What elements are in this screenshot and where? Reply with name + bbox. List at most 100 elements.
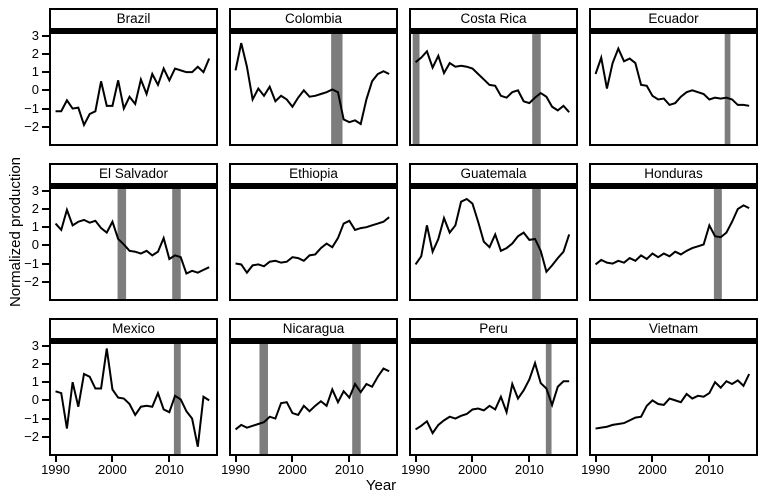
y-tick-mark	[42, 363, 49, 365]
y-tick-mark	[42, 435, 49, 438]
x-tick-mark	[111, 456, 114, 462]
y-tick-mark	[42, 226, 49, 229]
facet-title: Vietnam	[589, 318, 758, 340]
facet-brazil: Brazil	[49, 8, 218, 146]
x-axis-title: Year	[365, 477, 397, 494]
x-tick-mark	[651, 456, 654, 462]
line-chart	[414, 189, 571, 299]
y-tick-label: −1	[24, 410, 39, 426]
y-tick-label: 1	[31, 64, 39, 80]
facet-el-salvador: El Salvador	[49, 163, 218, 301]
facet-nicaragua: Nicaragua	[229, 318, 398, 456]
panel-guatemala	[409, 185, 578, 301]
y-tick-mark	[42, 71, 49, 74]
y-tick-mark	[42, 417, 49, 420]
production-line	[414, 197, 571, 274]
line-chart	[54, 189, 210, 299]
y-tick-label: 2	[31, 201, 39, 216]
facet-title: Peru	[409, 318, 578, 340]
line-chart	[234, 344, 390, 454]
y-tick-label: −1	[24, 255, 39, 271]
event-band	[545, 344, 552, 454]
y-tick-mark	[42, 399, 49, 402]
y-tick-mark	[42, 107, 49, 110]
event-band	[173, 344, 181, 454]
y-tick-mark	[42, 53, 49, 55]
line-chart	[415, 344, 570, 454]
event-band	[724, 34, 731, 144]
production-line	[594, 45, 750, 107]
panel-vietnam	[589, 340, 758, 456]
y-tick-mark	[42, 244, 49, 247]
x-tick-mark	[168, 456, 171, 462]
x-tick-mark	[708, 456, 711, 462]
panel-mexico	[49, 340, 218, 456]
panel-ecuador	[589, 30, 758, 146]
facet-title: Brazil	[49, 8, 218, 30]
x-tick-mark	[594, 456, 597, 462]
facet-title: Honduras	[589, 163, 758, 185]
facet-guatemala: Guatemala	[409, 163, 578, 301]
y-tick-label: 0	[31, 82, 39, 98]
event-band	[117, 189, 127, 299]
facet-title: Costa Rica	[409, 8, 578, 30]
facet-honduras: Honduras	[589, 163, 758, 301]
y-tick-mark	[42, 344, 49, 347]
y-tick-label: 1	[31, 374, 39, 390]
panel-costa-rica	[409, 30, 578, 146]
y-tick-label: −1	[24, 100, 39, 116]
y-tick-mark	[42, 189, 49, 192]
event-band	[172, 189, 181, 299]
event-band	[259, 344, 268, 454]
line-chart	[412, 34, 570, 144]
x-tick-label: 1990	[41, 462, 70, 477]
y-tick-label: −2	[24, 118, 39, 134]
x-tick-label: 2010	[154, 462, 184, 477]
panel-el-salvador	[49, 185, 218, 301]
y-tick-label: 2	[31, 356, 39, 371]
facet-title: Ecuador	[589, 8, 758, 30]
production-line	[234, 42, 390, 126]
panel-honduras	[589, 185, 758, 301]
y-tick-mark	[42, 280, 49, 283]
production-line	[55, 348, 210, 447]
production-line	[234, 367, 390, 431]
y-tick-label: 3	[31, 337, 39, 353]
y-tick-mark	[42, 34, 49, 37]
production-line	[54, 206, 210, 275]
event-band	[352, 344, 361, 454]
production-line	[594, 204, 750, 266]
line-chart	[594, 189, 750, 299]
facet-costa-rica: Costa Rica	[409, 8, 578, 146]
line-chart	[235, 216, 390, 275]
x-tick-label: 1990	[221, 462, 250, 477]
x-tick-mark	[471, 456, 474, 462]
line-chart	[594, 34, 750, 144]
line-chart	[55, 344, 210, 454]
x-tick-mark	[54, 456, 57, 462]
panel-nicaragua	[229, 340, 398, 456]
event-band	[331, 34, 343, 144]
y-tick-mark	[42, 262, 49, 265]
facet-title: Mexico	[49, 318, 218, 340]
y-tick-mark	[42, 89, 49, 92]
event-band	[532, 34, 541, 144]
production-line	[55, 58, 211, 128]
facet-colombia: Colombia	[229, 8, 398, 146]
x-tick-label: 1990	[581, 462, 610, 477]
x-tick-label: 2000	[637, 462, 667, 477]
facet-peru: Peru	[409, 318, 578, 456]
y-tick-label: 0	[31, 237, 39, 253]
x-tick-mark	[348, 456, 351, 462]
line-chart	[55, 58, 211, 128]
x-tick-label: 2000	[457, 462, 487, 477]
facet-vietnam: Vietnam	[589, 318, 758, 456]
facet-title: Guatemala	[409, 163, 578, 185]
production-line	[415, 359, 570, 436]
y-tick-mark	[42, 208, 49, 210]
y-tick-label: 2	[31, 46, 39, 61]
production-line	[595, 373, 751, 430]
x-tick-mark	[528, 456, 531, 462]
panel-ethiopia	[229, 185, 398, 301]
facet-mexico: Mexico	[49, 318, 218, 456]
